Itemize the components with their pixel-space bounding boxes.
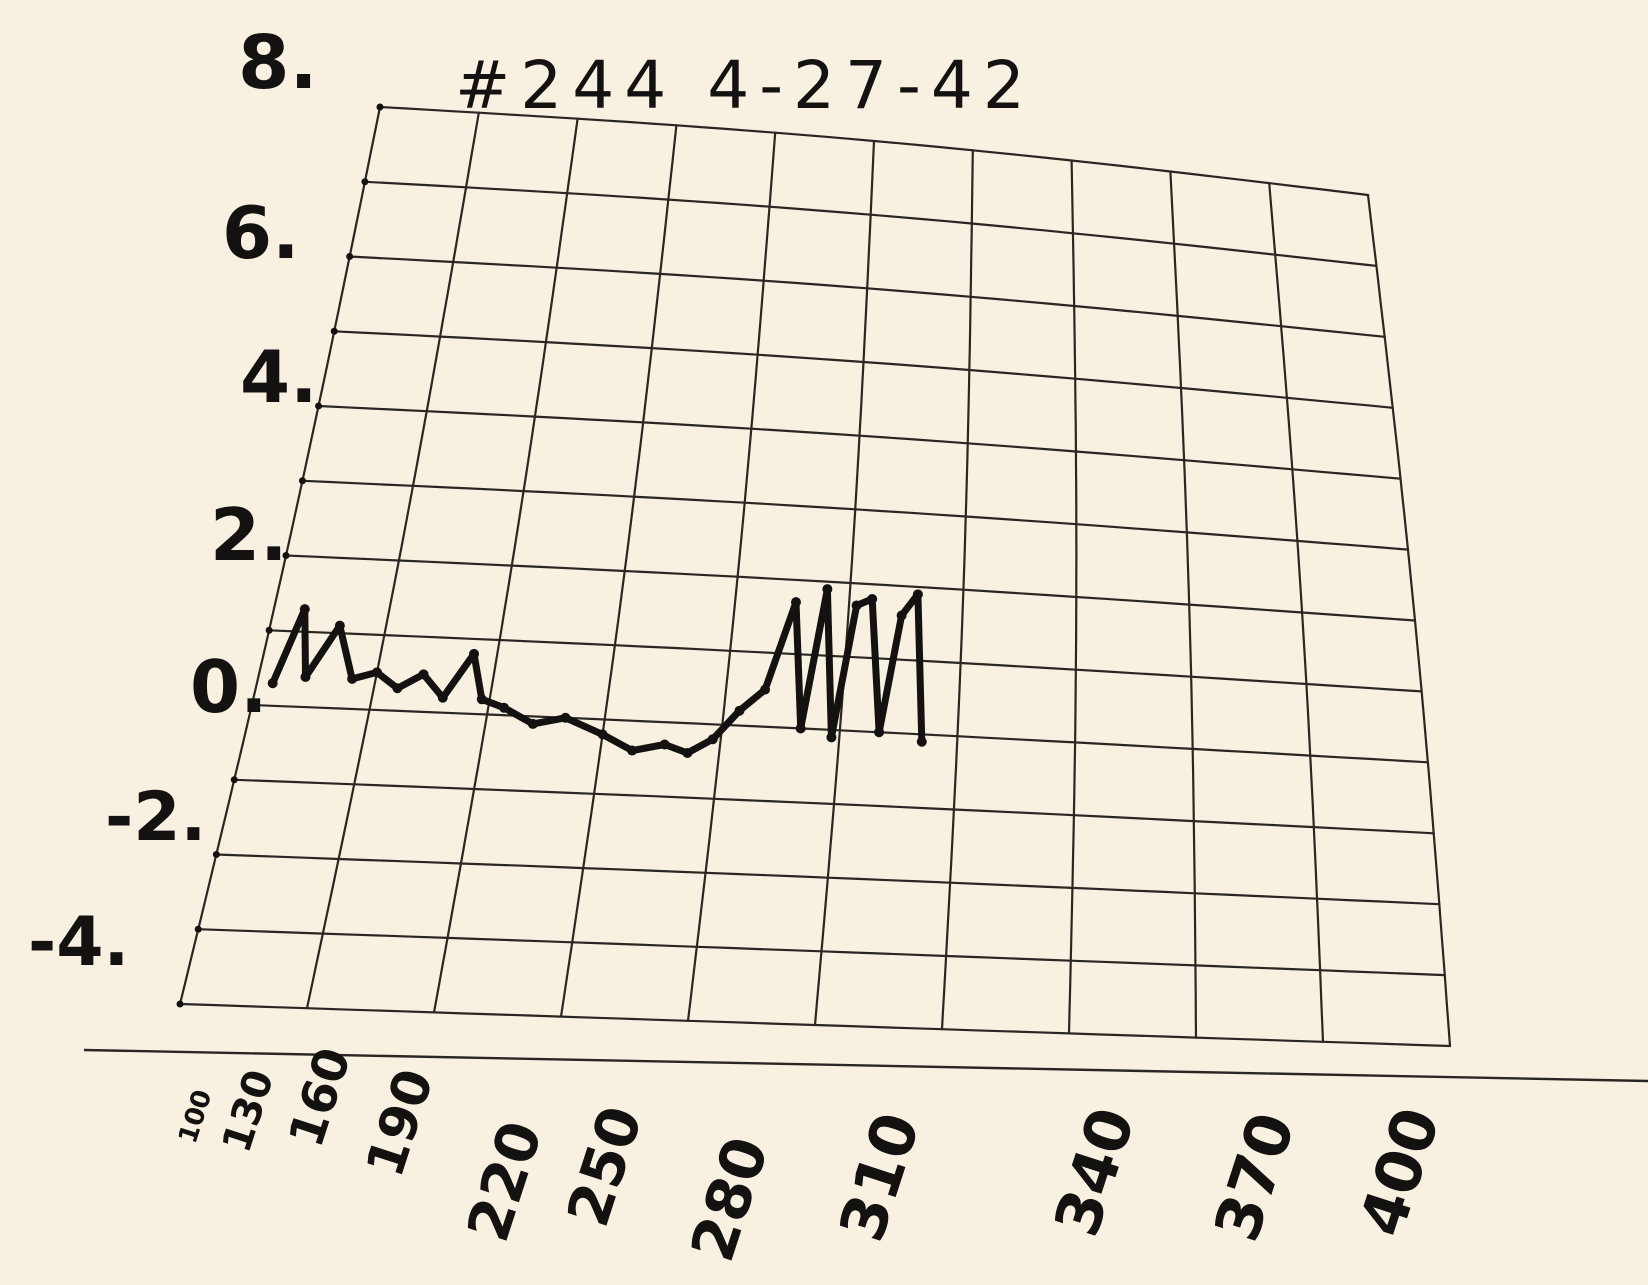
- grid-line-vertical: [1268, 182, 1325, 1043]
- series-point: [896, 610, 907, 621]
- grid-node-dot: [282, 552, 290, 559]
- grid-node-dot: [176, 1000, 184, 1008]
- series-point: [597, 729, 608, 740]
- chart-title: #244 4-27-42: [455, 47, 1035, 124]
- x-tick-label: 310: [825, 1104, 934, 1250]
- baseline-rule: [83, 1048, 1648, 1083]
- series-point: [734, 705, 745, 716]
- series-point: [682, 747, 693, 758]
- series-point: [392, 683, 403, 694]
- grid-line-vertical: [686, 131, 777, 1022]
- x-tick-label: 130: [214, 1064, 284, 1158]
- grid-line-vertical: [1169, 170, 1198, 1039]
- grid-node-dot: [212, 851, 220, 858]
- curved-grid: [83, 103, 1648, 1083]
- y-axis-tick-labels: 8. 6. 4. 2. 0. -2. -4.: [28, 20, 318, 982]
- data-series: [267, 584, 927, 758]
- series-point: [300, 671, 311, 682]
- series-point: [299, 604, 310, 615]
- series-point: [267, 678, 278, 689]
- x-tick-label: 370: [1200, 1104, 1309, 1250]
- grid-line-vertical: [1366, 193, 1452, 1048]
- series-point: [874, 727, 885, 738]
- y-tick-label: 8.: [238, 20, 318, 106]
- grid-node-dot: [248, 701, 256, 709]
- y-tick-label: -2.: [105, 778, 206, 857]
- grid-line-vertical: [432, 117, 579, 1014]
- series-point: [560, 712, 571, 723]
- y-tick-label: 4.: [240, 335, 317, 419]
- series-point: [469, 648, 480, 659]
- series-point: [627, 745, 638, 756]
- grid-line-vertical: [559, 124, 678, 1018]
- series-point: [371, 667, 382, 678]
- series-point: [498, 702, 509, 713]
- x-tick-label: 340: [1040, 1099, 1149, 1245]
- series-point: [437, 692, 448, 703]
- x-tick-label: 280: [678, 1129, 783, 1270]
- series-point: [867, 594, 878, 605]
- series-point: [916, 736, 927, 747]
- grid-node-dot: [194, 925, 202, 933]
- x-tick-label: 100: [173, 1086, 218, 1147]
- grid-node-dot: [315, 402, 323, 410]
- grid-node-dot: [346, 253, 354, 260]
- grid-node-dot: [361, 178, 369, 186]
- grid-node-dot: [230, 776, 238, 784]
- series-point: [347, 673, 358, 684]
- series-point: [707, 734, 718, 745]
- series-line: [269, 585, 926, 757]
- series-point: [760, 684, 771, 695]
- series-point: [334, 620, 345, 631]
- y-tick-label: 0.: [190, 645, 267, 729]
- grid-line-vertical: [1067, 159, 1078, 1035]
- grid-node-dot: [265, 626, 273, 634]
- grid-node-dot: [376, 103, 384, 111]
- series-point: [795, 723, 806, 734]
- x-tick-label: 400: [1345, 1099, 1454, 1245]
- series-point: [659, 739, 670, 750]
- grid-line-vertical: [305, 111, 480, 1010]
- y-tick-label: 2.: [210, 493, 287, 577]
- x-tick-label: 190: [355, 1062, 446, 1184]
- series-point: [912, 589, 923, 600]
- x-tick-label: 160: [278, 1041, 362, 1154]
- grid-line-vertical: [940, 149, 974, 1031]
- grid-node-dot: [330, 327, 338, 335]
- x-tick-label: 220: [454, 1113, 556, 1249]
- series-point: [418, 669, 429, 680]
- y-tick-label: -4.: [28, 903, 129, 982]
- x-tick-label: 250: [554, 1098, 656, 1234]
- series-point: [790, 597, 801, 608]
- y-tick-label: 6.: [222, 191, 299, 275]
- grid-line-vertical: [813, 139, 876, 1027]
- series-point: [476, 694, 487, 705]
- grid-node-dot: [298, 477, 306, 485]
- series-point: [851, 600, 862, 611]
- series-point: [822, 584, 833, 595]
- series-point: [826, 732, 837, 743]
- series-point: [527, 718, 538, 729]
